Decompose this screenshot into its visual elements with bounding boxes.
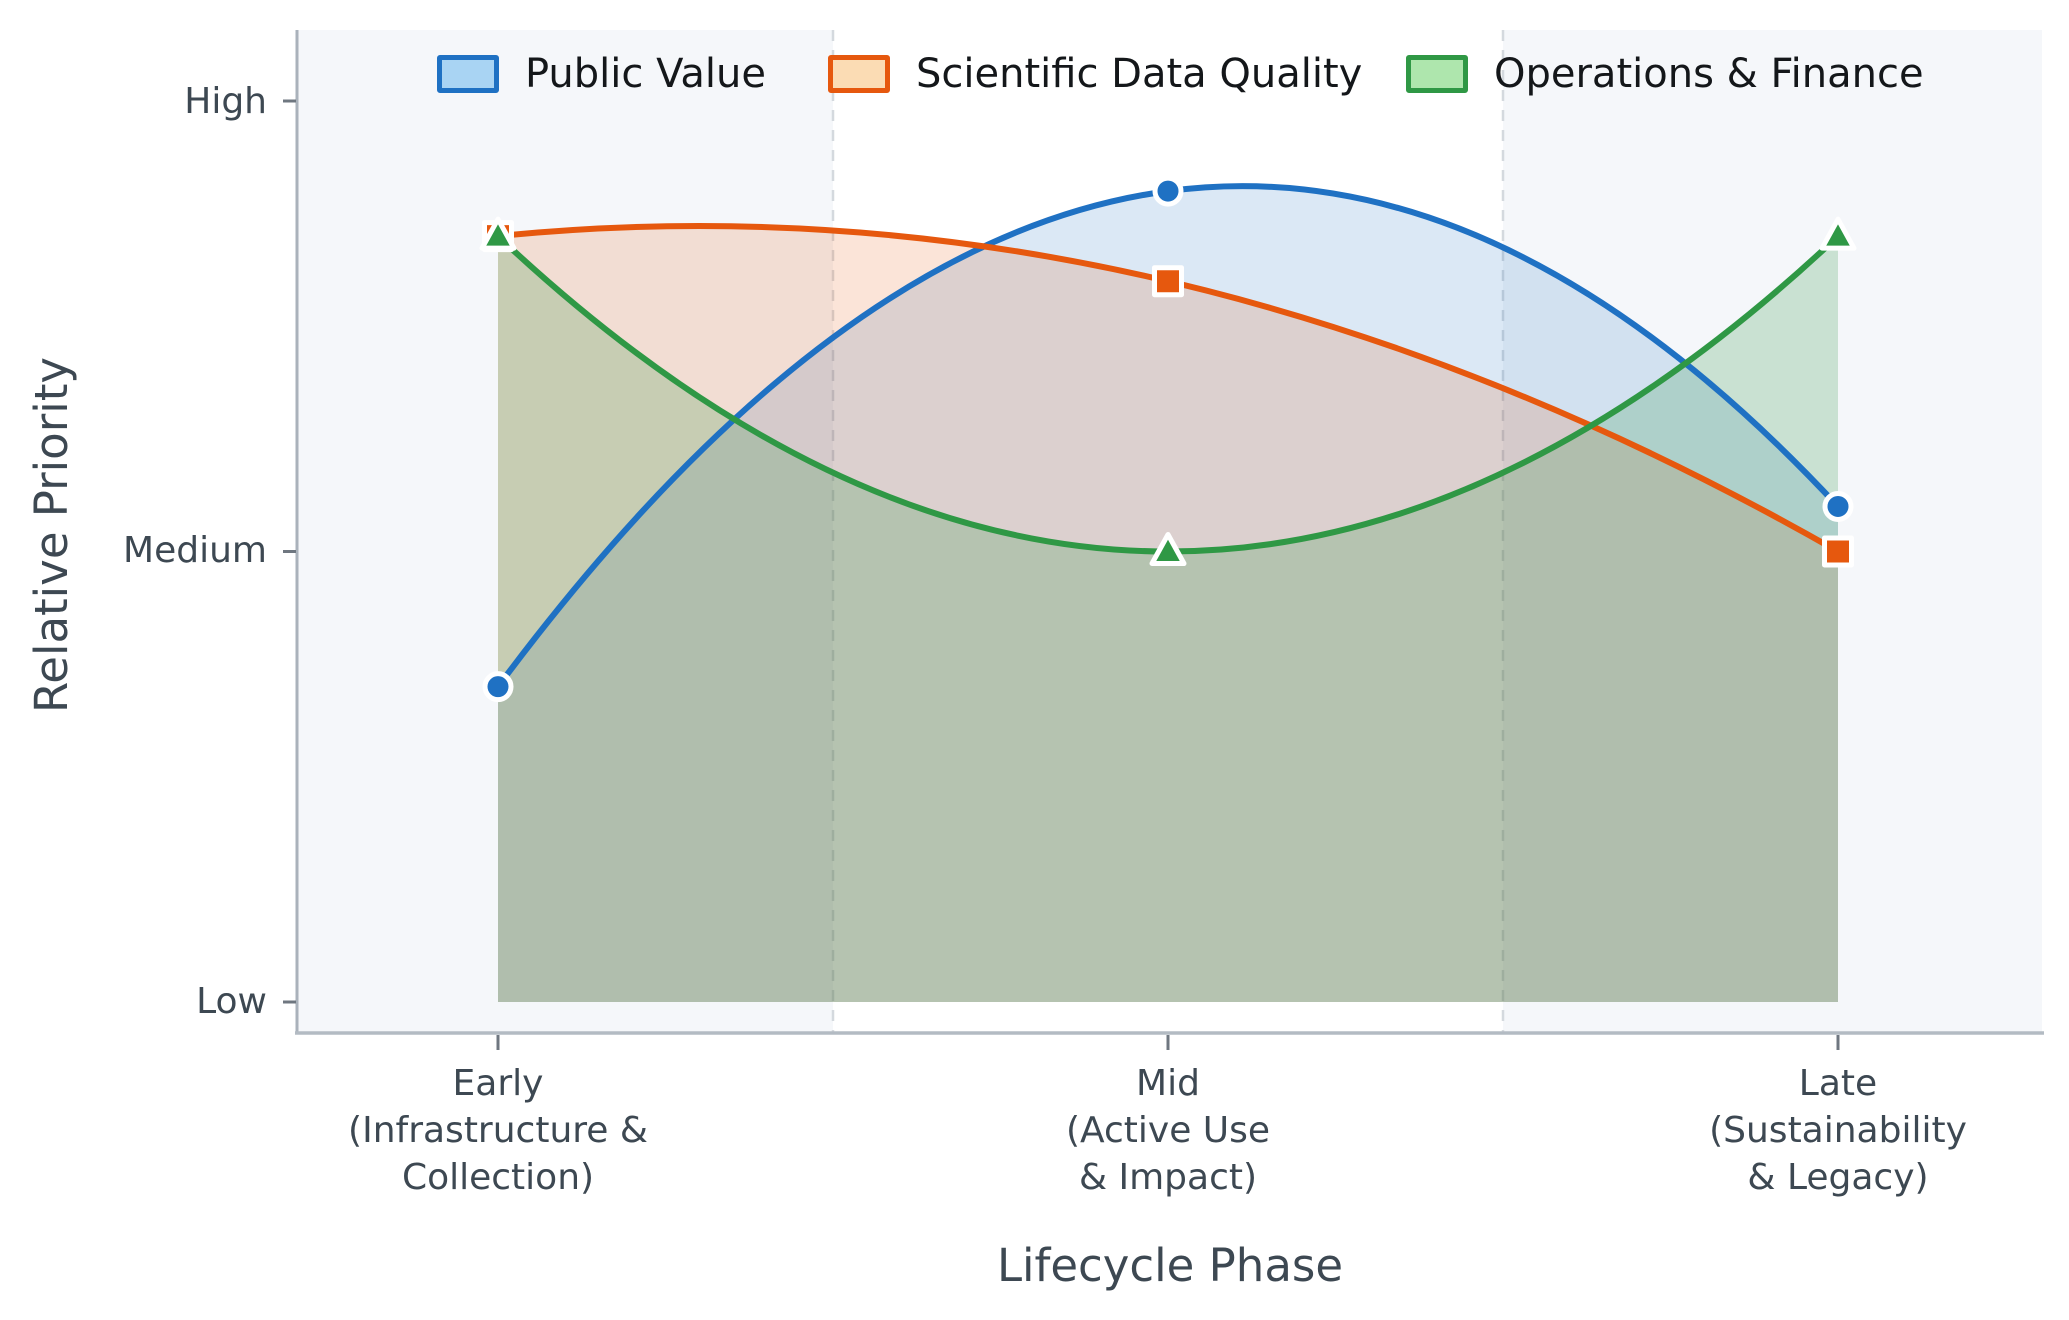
y-axis-label: Relative Priority <box>25 357 78 713</box>
marker-scientific-data-quality-late <box>1822 535 1854 568</box>
xtick-early-line2: (Infrastructure & <box>348 1110 648 1151</box>
marker-public-value-mid <box>1152 175 1184 207</box>
xtick-early: Early (Infrastructure & Collection) <box>188 1060 808 1201</box>
series-scientific-data-quality-area <box>498 226 1838 1003</box>
legend-swatch-operations-finance-icon <box>1406 55 1468 93</box>
legend-label-scientific-data-quality: Scientific Data Quality <box>916 51 1363 97</box>
series-operations-finance-area <box>498 236 1838 1002</box>
phase-band-late <box>1503 30 2042 1033</box>
legend-swatch-scientific-data-quality-icon <box>828 55 890 93</box>
ytick-high: High <box>184 81 267 122</box>
legend-item-operations-finance: Operations & Finance <box>1406 50 1924 98</box>
xtick-late-line1: Late <box>1798 1063 1878 1104</box>
xtick-mid-line2: (Active Use <box>1065 1110 1271 1151</box>
legend-item-scientific-data-quality: Scientific Data Quality <box>828 50 1362 98</box>
legend-swatch-public-value-icon <box>437 55 499 93</box>
legend-label-operations-finance: Operations & Finance <box>1494 51 1924 97</box>
xtick-early-line3: Collection) <box>401 1157 595 1198</box>
marker-public-value-early <box>482 671 514 703</box>
marker-scientific-data-quality-mid <box>1152 265 1184 298</box>
phase-band-early <box>297 30 833 1033</box>
legend-label-public-value: Public Value <box>525 51 766 97</box>
ytick-low: Low <box>196 981 267 1022</box>
marker-operations-finance-late <box>1819 216 1857 251</box>
marker-operations-finance-mid <box>1149 532 1187 566</box>
xtick-late-line3: & Legacy) <box>1747 1157 1929 1198</box>
xtick-late: Late (Sustainability & Legacy) <box>1528 1060 2069 1201</box>
xtick-late-line2: (Sustainability <box>1709 1110 1967 1151</box>
legend-item-public-value: Public Value <box>437 50 766 98</box>
ytick-medium: Medium <box>123 530 267 571</box>
x-axis-label: Lifecycle Phase <box>996 1239 1344 1292</box>
xtick-mid: Mid (Active Use & Impact) <box>858 1060 1478 1201</box>
xtick-mid-line3: & Impact) <box>1078 1157 1258 1198</box>
marker-public-value-late <box>1822 490 1854 522</box>
xtick-early-line1: Early <box>452 1063 544 1104</box>
marker-operations-finance-early <box>479 216 517 251</box>
xtick-mid-line1: Mid <box>1136 1063 1200 1104</box>
